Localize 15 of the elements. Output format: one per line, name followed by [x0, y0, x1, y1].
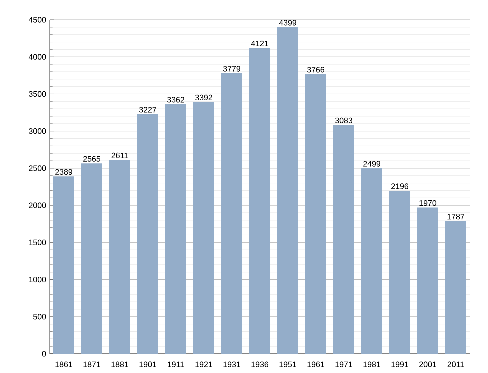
bar [222, 74, 243, 354]
bar [82, 164, 102, 354]
bar [110, 160, 130, 354]
bar [166, 104, 187, 354]
bar [138, 114, 158, 354]
bar [390, 191, 411, 354]
bar [278, 27, 299, 354]
bar [418, 208, 439, 354]
bar [362, 168, 383, 354]
bar [306, 74, 327, 354]
bar [54, 176, 74, 354]
bar [446, 221, 467, 354]
bar [250, 48, 271, 354]
bar [334, 125, 355, 354]
bar [194, 102, 215, 354]
